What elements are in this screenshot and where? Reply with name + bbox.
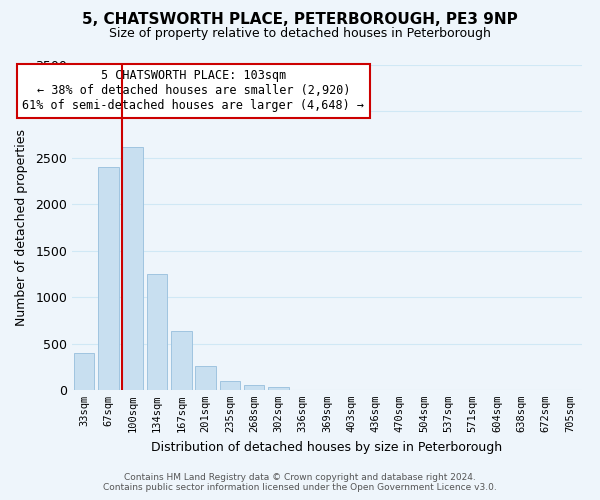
Bar [220,380,240,390]
Bar [244,385,265,390]
Bar [195,366,216,390]
Bar [171,330,191,390]
Text: 5, CHATSWORTH PLACE, PETERBOROUGH, PE3 9NP: 5, CHATSWORTH PLACE, PETERBOROUGH, PE3 9… [82,12,518,28]
Text: Contains HM Land Registry data © Crown copyright and database right 2024.
Contai: Contains HM Land Registry data © Crown c… [103,473,497,492]
Bar [146,274,167,390]
Text: Size of property relative to detached houses in Peterborough: Size of property relative to detached ho… [109,28,491,40]
Bar [268,387,289,390]
Bar [98,167,119,390]
Y-axis label: Number of detached properties: Number of detached properties [16,129,28,326]
Bar [122,146,143,390]
Bar [74,353,94,390]
X-axis label: Distribution of detached houses by size in Peterborough: Distribution of detached houses by size … [151,440,503,454]
Text: 5 CHATSWORTH PLACE: 103sqm
← 38% of detached houses are smaller (2,920)
61% of s: 5 CHATSWORTH PLACE: 103sqm ← 38% of deta… [22,70,364,112]
